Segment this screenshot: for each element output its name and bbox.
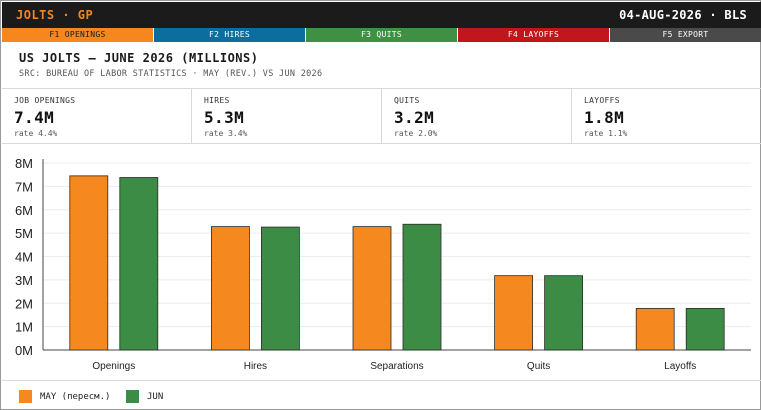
stat-label: HIRES [204, 96, 230, 105]
f4-layoffs-button[interactable]: F4 LAYOFFS [458, 28, 610, 42]
stat-job-openings: JOB OPENINGS 7.4M rate 4.4% [2, 89, 192, 143]
f2-hires-button[interactable]: F2 HIRES [154, 28, 306, 42]
x-tick-label: Separations [370, 361, 423, 372]
bar-jun-separations [402, 223, 442, 351]
chart-legend: MAY (пересм.) JUN [2, 380, 761, 410]
report-header: US JOLTS — JUNE 2026 (MILLIONS) SRC: BUR… [2, 42, 761, 89]
top-bar: JOLTS · GP 04-AUG-2026 · BLS [2, 2, 761, 28]
x-tick-label: Quits [527, 361, 550, 372]
stat-value: 1.8M [584, 108, 625, 127]
legend-item-may: MAY (пересм.) [19, 390, 110, 403]
bar-jun-layoffs [685, 307, 725, 351]
stat-label: LAYOFFS [584, 96, 620, 105]
y-tick-label: 7M [15, 179, 33, 194]
x-tick-label: Hires [244, 361, 267, 372]
y-tick-label: 8M [15, 156, 33, 171]
legend-label-may: MAY (пересм.) [40, 391, 111, 402]
legend-swatch-may [19, 390, 32, 403]
y-tick-label: 1M [15, 320, 33, 335]
stat-rate: rate 2.0% [394, 129, 438, 138]
bar-may-separations [352, 226, 392, 351]
stat-label: JOB OPENINGS [14, 96, 76, 105]
chart-canvas: 0M 1M 2M 3M 4M 5M 6M 7M 8M Openings Hires Separatio… [15, 156, 751, 372]
y-tick-label: 2M [15, 296, 33, 311]
function-key-bar: F1 OPENINGS F2 HIRES F3 QUITS F4 LAYOFFS… [2, 28, 761, 42]
y-tick-label: 3M [15, 273, 33, 288]
bar-jun-openings [119, 177, 159, 351]
bar-jun-quits [544, 275, 583, 351]
stat-value: 7.4M [14, 108, 55, 127]
bar-may-hires [210, 226, 250, 351]
bar-may-openings [69, 175, 109, 351]
bar-may-layoffs [635, 307, 675, 351]
f1-openings-button[interactable]: F1 OPENINGS [2, 28, 154, 42]
f3-quits-button[interactable]: F3 QUITS [306, 28, 458, 42]
y-tick-label: 5M [15, 226, 33, 241]
bar-jun-hires [260, 226, 300, 351]
x-tick-label: Layoffs [664, 361, 696, 372]
bar-chart: 0M 1M 2M 3M 4M 5M 6M 7M 8M Openings Hires Separatio… [2, 144, 761, 379]
stat-rate: rate 1.1% [584, 129, 628, 138]
y-tick-label: 4M [15, 250, 33, 265]
stats-row: JOB OPENINGS 7.4M rate 4.4% HIRES 5.3M r… [2, 89, 761, 144]
stat-rate: rate 4.4% [14, 129, 58, 138]
x-tick-label: Openings [92, 361, 135, 372]
bar-may-quits [494, 275, 534, 351]
y-tick-label: 0M [15, 343, 33, 358]
stat-label: QUITS [394, 96, 420, 105]
stat-value: 3.2M [394, 108, 435, 127]
legend-label-jun: JUN [147, 391, 164, 402]
y-tick-label: 6M [15, 203, 33, 218]
date-source-label: 04-AUG-2026 · BLS [619, 8, 747, 22]
f5-export-button[interactable]: F5 EXPORT [610, 28, 761, 42]
stat-quits: QUITS 3.2M rate 2.0% [382, 89, 572, 143]
stat-value: 5.3M [204, 108, 245, 127]
report-title: US JOLTS — JUNE 2026 (MILLIONS) [19, 51, 259, 65]
stat-hires: HIRES 5.3M rate 3.4% [192, 89, 382, 143]
report-source: SRC: BUREAU OF LABOR STATISTICS · MAY (R… [19, 69, 323, 79]
stat-rate: rate 3.4% [204, 129, 248, 138]
app-brand: JOLTS · GP [16, 8, 94, 22]
legend-item-jun: JUN [126, 390, 163, 403]
stat-layoffs: LAYOFFS 1.8M rate 1.1% [572, 89, 761, 143]
legend-swatch-jun [126, 390, 139, 403]
